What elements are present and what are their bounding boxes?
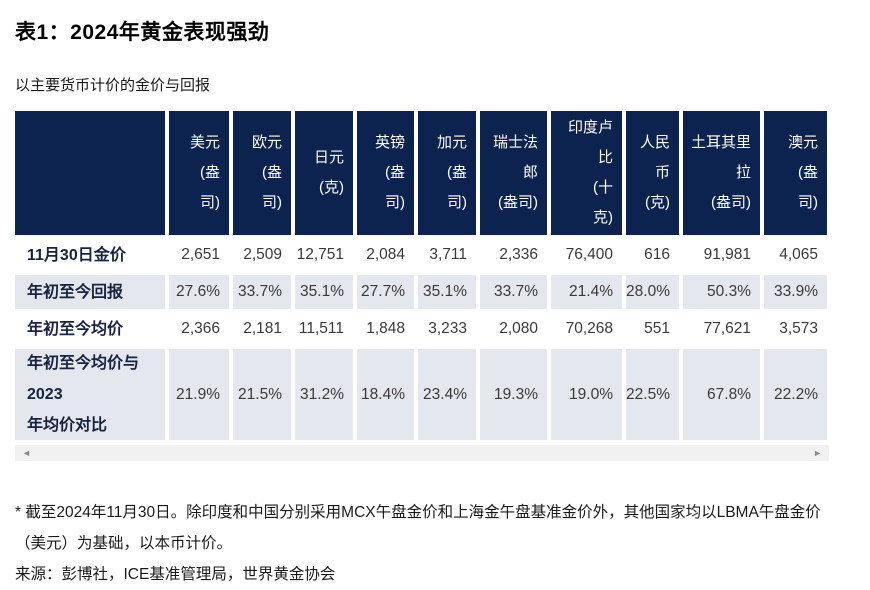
table-cell: 2,084 bbox=[357, 237, 414, 273]
table-cell: 77,621 bbox=[683, 311, 760, 347]
table-cell: 12,751 bbox=[295, 237, 353, 273]
table-cell: 27.7% bbox=[357, 275, 414, 309]
table-cell: 19.0% bbox=[551, 349, 622, 440]
table-cell: 2,080 bbox=[480, 311, 547, 347]
row-label: 年初至今均价与 2023 年均价对比 bbox=[15, 349, 165, 440]
column-header-inr-per-10g: 印度卢 比 (十 克) bbox=[551, 111, 622, 235]
column-header-cad-per-oz: 加元 (盎 司) bbox=[418, 111, 476, 235]
table-cell: 3,711 bbox=[418, 237, 476, 273]
column-header-eur-per-oz: 欧元 (盎 司) bbox=[233, 111, 291, 235]
table-cell: 1,848 bbox=[357, 311, 414, 347]
table-cell: 3,233 bbox=[418, 311, 476, 347]
table-cell: 11,511 bbox=[295, 311, 353, 347]
gold-price-table: 美元 (盎 司) 欧元 (盎 司) 日元 (克) 英镑 (盎 司) 加元 (盎 司) 瑞士… bbox=[15, 111, 829, 440]
table-cell: 33.9% bbox=[764, 275, 827, 309]
column-header-aud-per-oz: 澳元 (盎 司) bbox=[764, 111, 827, 235]
column-header-usd-per-oz: 美元 (盎 司) bbox=[169, 111, 229, 235]
table-cell: 33.7% bbox=[233, 275, 291, 309]
gold-price-table-area: 美元 (盎 司) 欧元 (盎 司) 日元 (克) 英镑 (盎 司) 加元 (盎 司) 瑞士… bbox=[15, 111, 829, 461]
table-title: 表1：2024年黄金表现强劲 bbox=[15, 21, 270, 44]
table-cell: 70,268 bbox=[551, 311, 622, 347]
row-label: 年初至今回报 bbox=[15, 275, 165, 309]
table-cell: 2,181 bbox=[233, 311, 291, 347]
table-cell: 2,366 bbox=[169, 311, 229, 347]
table-cell: 27.6% bbox=[169, 275, 229, 309]
table-cell: 28.0% bbox=[626, 275, 679, 309]
table-cell: 4,065 bbox=[764, 237, 827, 273]
horizontal-scrollbar[interactable]: ◄ ► bbox=[15, 445, 829, 461]
source-text: 来源：彭博社，ICE基准管理局，世界黄金协会 bbox=[15, 566, 336, 583]
table-cell: 50.3% bbox=[683, 275, 760, 309]
table-corner-cell bbox=[15, 111, 165, 235]
column-header-rmb-per-g: 人民 币 (克) bbox=[626, 111, 679, 235]
table-cell: 19.3% bbox=[480, 349, 547, 440]
table-cell: 33.7% bbox=[480, 275, 547, 309]
table-cell: 3,573 bbox=[764, 311, 827, 347]
row-label: 11月30日金价 bbox=[15, 237, 165, 273]
footnote-text: * 截至2024年11月30日。除印度和中国分别采用MCX午盘金价和上海金午盘基… bbox=[15, 504, 821, 552]
table-cell: 23.4% bbox=[418, 349, 476, 440]
table-cell: 616 bbox=[626, 237, 679, 273]
table-cell: 21.5% bbox=[233, 349, 291, 440]
table-cell: 35.1% bbox=[295, 275, 353, 309]
table-cell: 551 bbox=[626, 311, 679, 347]
row-label: 年初至今均价 bbox=[15, 311, 165, 347]
table-cell: 21.9% bbox=[169, 349, 229, 440]
table-cell: 31.2% bbox=[295, 349, 353, 440]
scroll-left-icon[interactable]: ◄ bbox=[22, 448, 31, 458]
column-header-chf-per-oz: 瑞士法 郎 (盎司) bbox=[480, 111, 547, 235]
table-cell: 91,981 bbox=[683, 237, 760, 273]
table-cell: 35.1% bbox=[418, 275, 476, 309]
table-subtitle: 以主要货币计价的金价与回报 bbox=[15, 77, 211, 94]
scroll-right-icon[interactable]: ► bbox=[813, 448, 822, 458]
table-cell: 18.4% bbox=[357, 349, 414, 440]
table-cell: 22.2% bbox=[764, 349, 827, 440]
table-cell: 2,651 bbox=[169, 237, 229, 273]
column-header-gbp-per-oz: 英镑 (盎 司) bbox=[357, 111, 414, 235]
table-cell: 67.8% bbox=[683, 349, 760, 440]
table-cell: 76,400 bbox=[551, 237, 622, 273]
column-header-try-per-oz: 土耳其里 拉 (盎司) bbox=[683, 111, 760, 235]
table-cell: 22.5% bbox=[626, 349, 679, 440]
table-cell: 2,509 bbox=[233, 237, 291, 273]
column-header-jpy-per-g: 日元 (克) bbox=[295, 111, 353, 235]
table-cell: 2,336 bbox=[480, 237, 547, 273]
table-cell: 21.4% bbox=[551, 275, 622, 309]
